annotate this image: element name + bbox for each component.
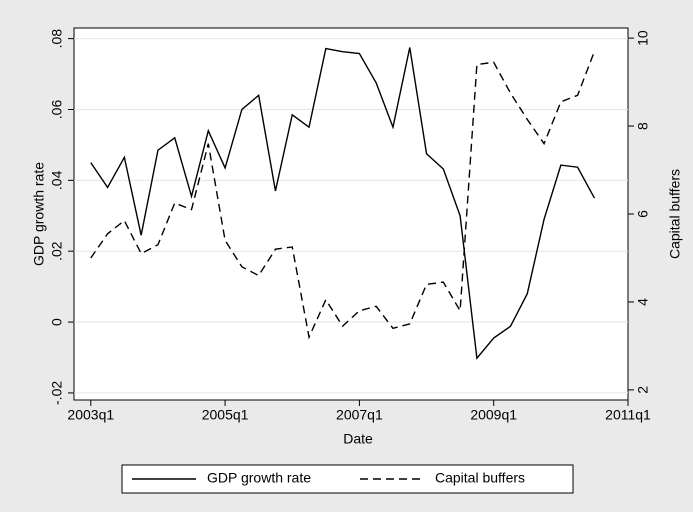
y2-tick-label: 4	[635, 298, 651, 306]
y2-tick-label: 8	[635, 122, 651, 130]
y-tick-label: .08	[49, 29, 65, 49]
x-tick-label: 2009q1	[470, 407, 517, 423]
x-tick-label: 2007q1	[336, 407, 383, 423]
legend	[121, 464, 574, 494]
series-line	[90, 47, 596, 360]
x-axis-label: Date	[343, 431, 373, 447]
legend-label: Capital buffers	[435, 470, 525, 486]
y-axis-label: GDP growth rate	[31, 162, 47, 266]
x-tick-label: 2011q1	[605, 407, 651, 423]
plot-area	[73, 27, 629, 401]
y2-tick-label: 6	[635, 210, 651, 218]
y-tick-label: .02	[49, 241, 65, 261]
series-line	[90, 51, 596, 340]
x-tick-label: 2003q1	[67, 407, 114, 423]
y2-tick-label: 2	[635, 386, 651, 394]
y-tick-label: -.02	[49, 381, 65, 405]
y-tick-label: .04	[49, 170, 65, 190]
y-tick-label: 0	[49, 318, 65, 326]
y2-tick-label: 10	[635, 30, 651, 46]
y-tick-label: .06	[49, 100, 65, 120]
y2-axis-label: Capital buffers	[667, 169, 683, 259]
legend-label: GDP growth rate	[207, 470, 311, 486]
x-tick-label: 2005q1	[202, 407, 249, 423]
